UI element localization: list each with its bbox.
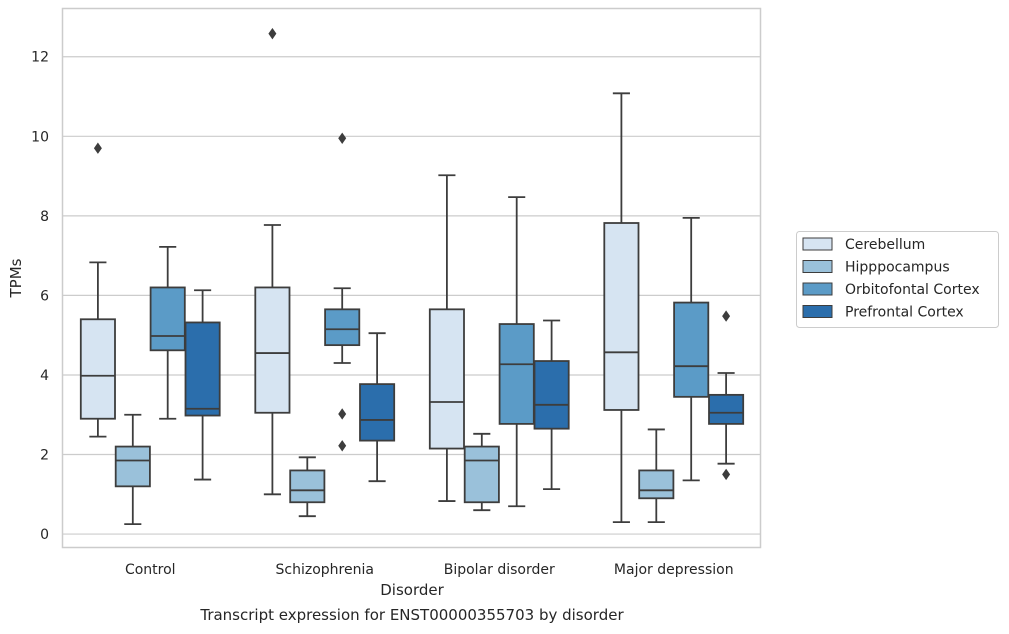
y-tick-label: 4 bbox=[40, 368, 49, 384]
box-hipppocampus-control bbox=[114, 413, 151, 526]
outlier-marker bbox=[93, 142, 102, 154]
outlier-marker bbox=[338, 408, 347, 420]
box-iqr bbox=[289, 469, 326, 504]
box-orbitofontal-cortex-major-depression bbox=[673, 216, 710, 482]
y-tick-label: 6 bbox=[40, 288, 49, 304]
box-iqr bbox=[463, 445, 500, 504]
box-prefrontal-cortex-bipolar-disorder bbox=[533, 319, 570, 491]
box-iqr bbox=[184, 321, 221, 417]
y-tick-labels: 0 2 4 6 8 10 12 bbox=[31, 50, 49, 543]
box-iqr bbox=[359, 383, 396, 442]
box-iqr bbox=[708, 393, 745, 425]
box-iqr bbox=[498, 323, 535, 425]
y-tick-label: 12 bbox=[31, 50, 49, 66]
box-cerebellum-bipolar-disorder bbox=[428, 174, 465, 502]
legend-label: Prefrontal Cortex bbox=[845, 305, 964, 321]
box-iqr bbox=[79, 318, 116, 420]
box-iqr bbox=[638, 469, 675, 500]
box-prefrontal-cortex-control bbox=[184, 289, 221, 481]
x-tick-label: Control bbox=[125, 562, 176, 578]
outlier-marker bbox=[338, 132, 347, 144]
x-axis-label: Disorder bbox=[380, 581, 444, 599]
box-cerebellum-control bbox=[79, 142, 116, 438]
box-iqr bbox=[149, 286, 186, 352]
box-hipppocampus-schizophrenia bbox=[289, 456, 326, 518]
x-tick-label: Schizophrenia bbox=[276, 562, 374, 578]
y-axis-label: TPMs bbox=[7, 258, 25, 298]
box-iqr bbox=[533, 360, 570, 430]
box-cerebellum-major-depression bbox=[603, 92, 640, 524]
legend-swatch bbox=[802, 237, 833, 251]
legend-label: Orbitofontal Cortex bbox=[845, 282, 980, 298]
y-tick-label: 0 bbox=[40, 527, 49, 543]
box-iqr bbox=[673, 301, 710, 398]
box-hipppocampus-major-depression bbox=[638, 428, 675, 524]
box-prefrontal-cortex-major-depression bbox=[708, 310, 745, 481]
y-tick-label: 8 bbox=[40, 209, 49, 225]
box-iqr bbox=[254, 286, 291, 414]
legend-label: Cerebellum bbox=[845, 237, 925, 253]
box-iqr bbox=[114, 445, 151, 488]
box-groups bbox=[79, 27, 745, 526]
x-tick-labels: Control Schizophrenia Bipolar disorder Majo… bbox=[125, 562, 734, 578]
box-hipppocampus-bipolar-disorder bbox=[463, 432, 500, 512]
box-orbitofontal-cortex-bipolar-disorder bbox=[498, 196, 535, 508]
box-cerebellum-schizophrenia bbox=[254, 27, 291, 496]
box-orbitofontal-cortex-control bbox=[149, 245, 186, 420]
box-orbitofontal-cortex-schizophrenia bbox=[324, 132, 361, 452]
y-tick-label: 2 bbox=[40, 448, 49, 464]
legend-frame bbox=[796, 231, 999, 328]
outlier-marker bbox=[722, 468, 731, 481]
box-iqr bbox=[428, 308, 465, 450]
x-tick-label: Major depression bbox=[614, 562, 734, 578]
x-tick-label: Bipolar disorder bbox=[444, 562, 555, 578]
legend-swatch bbox=[802, 282, 833, 296]
box-iqr bbox=[603, 222, 640, 411]
plot-area-frame bbox=[61, 7, 762, 549]
legend: Cerebellum Hipppocampus Orbitofontal Corte… bbox=[796, 231, 999, 328]
legend-swatch bbox=[802, 305, 833, 318]
y-tick-label: 10 bbox=[31, 129, 49, 145]
outlier-marker bbox=[338, 440, 347, 452]
legend-swatch bbox=[802, 260, 833, 273]
outlier-marker bbox=[722, 310, 731, 322]
box-iqr bbox=[324, 308, 361, 347]
box-prefrontal-cortex-schizophrenia bbox=[359, 332, 396, 483]
figure-caption: Transcript expression for ENST0000035570… bbox=[200, 606, 624, 624]
legend-label: Hipppocampus bbox=[845, 260, 950, 276]
outlier-marker bbox=[268, 27, 277, 40]
